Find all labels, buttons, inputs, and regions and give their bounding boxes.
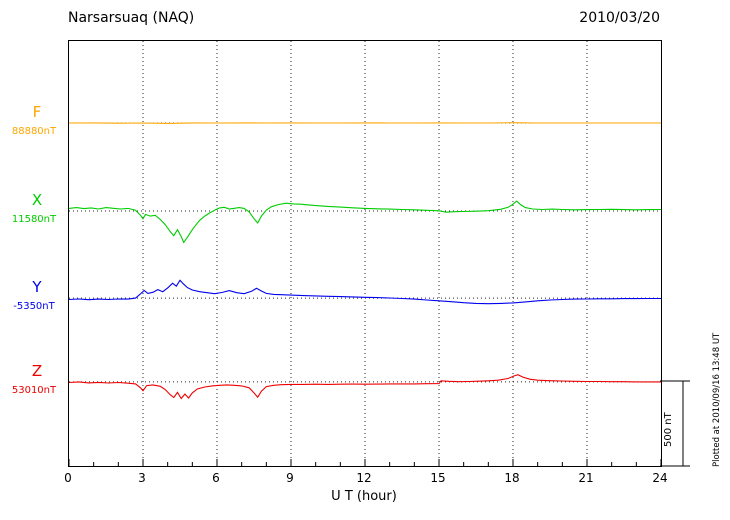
scale-bar-label: 500 nT	[663, 412, 674, 447]
series-Y-baseline-value: -5350nT	[13, 301, 55, 313]
x-tick-label-15: 15	[430, 471, 446, 485]
x-tick-label-0: 0	[64, 471, 72, 485]
series-F-label: F	[32, 103, 42, 122]
magnetogram-plot	[69, 41, 661, 466]
station-title: Narsarsuaq (NAQ)	[68, 10, 195, 26]
x-tick-label-18: 18	[504, 471, 520, 485]
x-tick-label-3: 3	[138, 471, 146, 485]
series-Z-label: Z	[31, 361, 43, 380]
x-tick-label-24: 24	[652, 471, 668, 485]
plot-date: 2010/03/20	[579, 10, 660, 26]
x-tick-label-21: 21	[578, 471, 594, 485]
plot-frame	[68, 40, 662, 467]
plotted-at-note: Plotted at 2010/09/16 13:48 UT	[712, 332, 722, 467]
x-axis-title: U T (hour)	[331, 489, 397, 504]
x-tick-label-9: 9	[286, 471, 294, 485]
x-tick-label-6: 6	[212, 471, 220, 485]
series-F-baseline-value: 88880nT	[11, 126, 57, 138]
series-Z-baseline-value: 53010nT	[11, 384, 57, 396]
series-X-baseline-value: 11580nT	[11, 214, 57, 225]
x-tick-label-12: 12	[356, 471, 372, 485]
scale-bar	[660, 380, 690, 467]
series-X-label: X	[31, 191, 43, 209]
series-Y-label: Y	[32, 278, 42, 297]
